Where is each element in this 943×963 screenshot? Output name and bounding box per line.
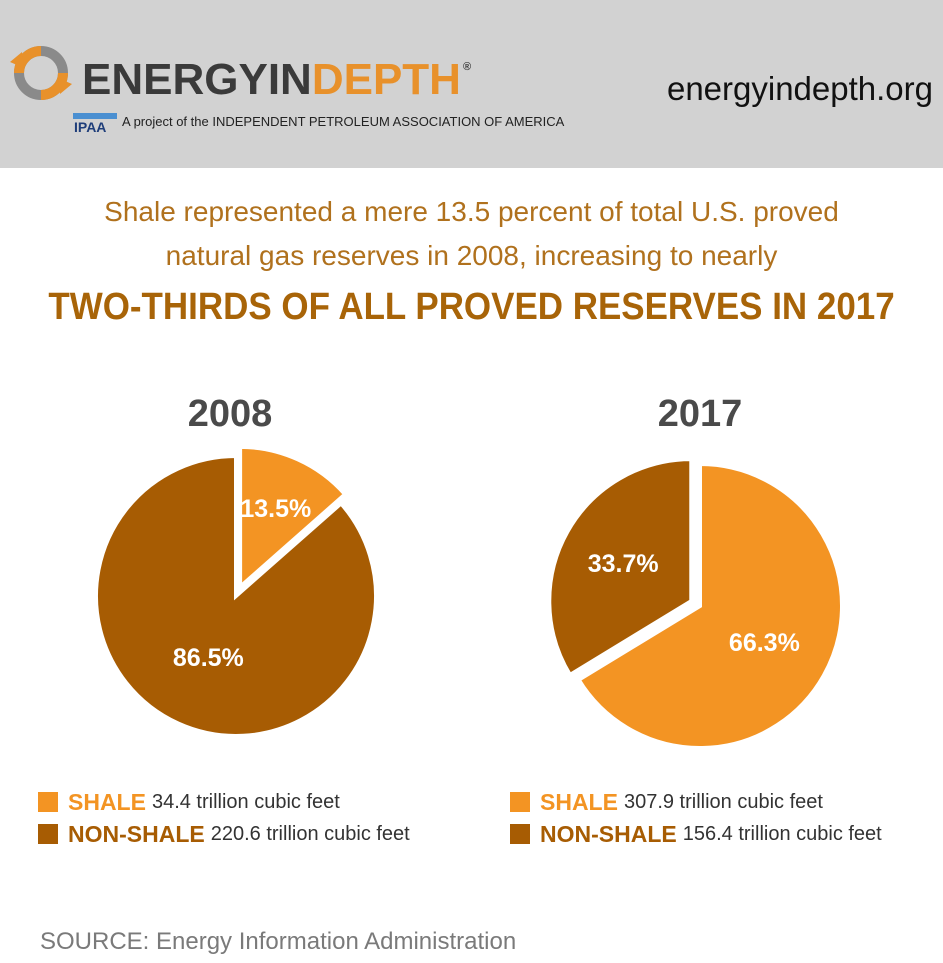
non-shale-swatch bbox=[510, 824, 530, 844]
shale-swatch bbox=[38, 792, 58, 812]
pie-2008-slice-shale bbox=[238, 444, 348, 592]
brand-part-1: ENERGYIN bbox=[82, 55, 312, 104]
legend-value: 220.6 trillion cubic feet bbox=[210, 822, 410, 845]
ipaa-tagline: A project of the INDEPENDENT PETROLEUM A… bbox=[122, 114, 565, 129]
pie-charts: 13.5% 86.5% 66.3% 33.7% bbox=[94, 444, 844, 750]
site-url: energyindepth.org bbox=[666, 70, 933, 107]
legend-label: SHALE bbox=[540, 788, 618, 815]
pie-2017-slice-non-shale bbox=[547, 457, 694, 678]
pie-2017-label-non-shale: 33.7% bbox=[588, 550, 659, 578]
pie-2008-label-non-shale: 86.5% bbox=[173, 644, 244, 672]
pie-2017-slice-shale bbox=[575, 461, 844, 750]
pie-2017-label-shale: 66.3% bbox=[729, 629, 800, 657]
legend-2017: SHALE 307.9 trillion cubic feet NON-SHAL… bbox=[510, 786, 882, 850]
legend-value: 34.4 trillion cubic feet bbox=[151, 790, 340, 813]
legend-item-non-shale-2008: NON-SHALE 220.6 trillion cubic feet bbox=[38, 818, 410, 850]
legend-label: NON-SHALE bbox=[68, 820, 205, 847]
ipaa-logo-text: IPAA bbox=[74, 119, 106, 133]
pie-2008-slice-non-shale bbox=[94, 453, 378, 738]
ipaa-logo: IPAA bbox=[73, 113, 117, 133]
registered-mark: ® bbox=[462, 61, 472, 73]
legend-2008: SHALE 34.4 trillion cubic feet NON-SHALE… bbox=[38, 786, 410, 850]
legend-value: 156.4 trillion cubic feet bbox=[682, 822, 882, 845]
legend-label: SHALE bbox=[68, 788, 146, 815]
legend-label: NON-SHALE bbox=[540, 820, 677, 847]
legend-item-shale-2017: SHALE 307.9 trillion cubic feet bbox=[510, 786, 882, 818]
pie-2017-title: 2017 bbox=[657, 393, 743, 435]
headline-emphasis: TWO-THIRDS OF ALL PROVED RESERVES IN 201… bbox=[48, 286, 895, 328]
non-shale-swatch bbox=[38, 824, 58, 844]
legend-item-non-shale-2017: NON-SHALE 156.4 trillion cubic feet bbox=[510, 818, 882, 850]
energy-in-depth-logo-icon bbox=[10, 46, 72, 100]
headline-line-2: natural gas reserves in 2008, increasing… bbox=[165, 240, 778, 271]
pie-2008-label-shale: 13.5% bbox=[240, 495, 311, 523]
legend-value: 307.9 trillion cubic feet bbox=[623, 790, 823, 813]
source-note: SOURCE: Energy Information Administratio… bbox=[40, 928, 517, 955]
shale-swatch bbox=[510, 792, 530, 812]
header-banner: ENERGYINDEPTH ® IPAA A project of the IND… bbox=[0, 0, 943, 168]
legend-item-shale-2008: SHALE 34.4 trillion cubic feet bbox=[38, 786, 410, 818]
brand-wordmark: ENERGYINDEPTH ® bbox=[82, 58, 471, 102]
headline-line-1: Shale represented a mere 13.5 percent of… bbox=[104, 196, 839, 227]
brand-part-2: DEPTH bbox=[311, 55, 461, 104]
pie-2008-title: 2008 bbox=[187, 393, 273, 435]
